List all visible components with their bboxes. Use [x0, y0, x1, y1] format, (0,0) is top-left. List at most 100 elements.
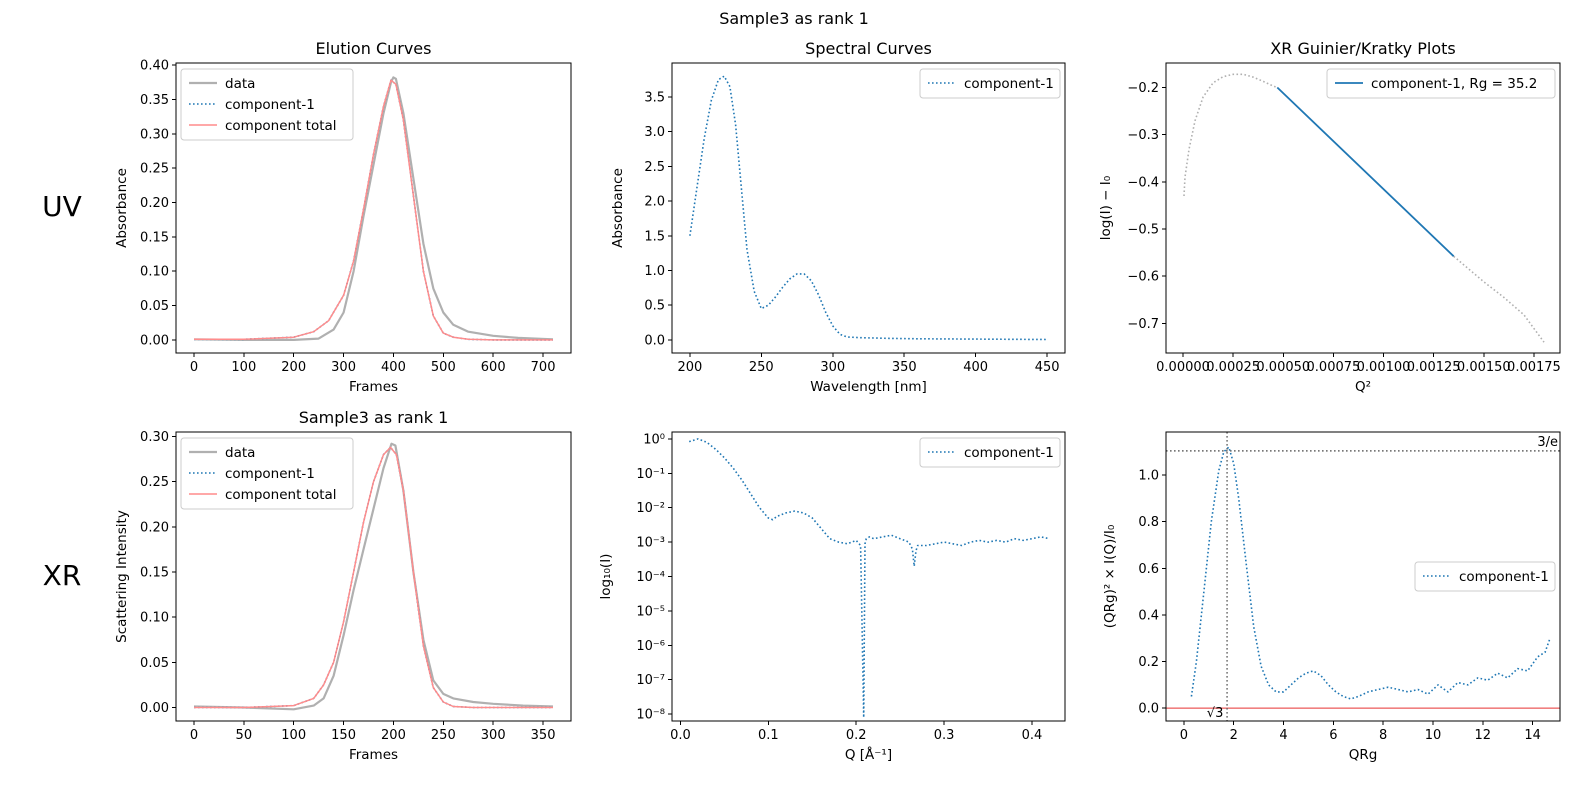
series-data [193, 442, 554, 711]
legend-box [180, 68, 354, 141]
y-axis-label: Absorbance [610, 168, 626, 248]
sqrt3-label: √3 [1207, 706, 1224, 721]
series-component-1 [1276, 86, 1455, 257]
panel-title: Spectral Curves [805, 39, 932, 58]
panel-title: XR Guinier/Kratky Plots [1270, 39, 1455, 58]
panel-title: Sample3 as rank 1 [299, 408, 449, 427]
x-tick-label: 0.00050 [1256, 360, 1310, 375]
y-tick-label: 0.25 [140, 162, 169, 177]
legend-box [1414, 561, 1556, 592]
series-data [1183, 73, 1278, 197]
y-tick-label: 0.5 [644, 299, 665, 314]
x-tick-label: 0.0 [670, 728, 691, 743]
x-tick-label: 100 [231, 360, 256, 375]
plot-area [193, 442, 554, 711]
y-tick-label: 2.5 [644, 160, 665, 175]
row-label-xr: XR [43, 559, 82, 592]
x-tick-label: 0 [190, 360, 198, 375]
y-tick-label: −0.5 [1127, 222, 1159, 237]
x-tick-label: 500 [431, 360, 456, 375]
series-component-total [194, 446, 553, 709]
x-axis-label: Wavelength [nm] [810, 379, 927, 395]
y-axis-label: Scattering Intensity [114, 510, 130, 643]
x-tick-label: 6 [1329, 728, 1337, 743]
panel-xr-kratky: 3/e √3 0 2 4 6 8 10 12 14 0.0 0.2 0.4 0.6 0.8 1.0 QRg (QR… [1102, 431, 1561, 763]
legend-box [180, 437, 354, 510]
figure-suptitle: Sample3 as rank 1 [719, 9, 869, 28]
y-tick-label: −0.7 [1127, 317, 1159, 332]
panel-uv-spectral: Spectral Curves 200 250 300 350 400 450 0.0 0.5 1… [610, 39, 1066, 395]
legend-box [1326, 68, 1556, 99]
x-tick-label: 400 [963, 360, 988, 375]
x-axis-label: Frames [349, 747, 398, 763]
x-tick-label: 0.1 [758, 728, 779, 743]
axes-frame [671, 62, 1066, 354]
x-tick-label: 8 [1379, 728, 1387, 743]
y-tick-label: 10⁻⁶ [636, 639, 665, 654]
axes-frame [175, 62, 572, 354]
y-tick-label: −0.2 [1127, 81, 1159, 96]
legend-label: component-1 [964, 445, 1054, 461]
legend: component-1 [1414, 561, 1556, 592]
y-tick-label: 0.20 [140, 196, 169, 211]
plot-area [193, 76, 554, 341]
x-tick-label: 0.2 [846, 728, 867, 743]
y-tick-label: 0.20 [140, 520, 169, 535]
y-tick-label: 0.00 [140, 333, 169, 348]
series-component-1 [689, 75, 1048, 341]
x-tick-label: 50 [236, 728, 253, 743]
legend: data component-1 component total [180, 68, 354, 141]
legend-label: component total [225, 487, 337, 503]
x-tick-label: 200 [677, 360, 702, 375]
y-tick-label: 0.35 [140, 93, 169, 108]
plot-area [1183, 73, 1545, 343]
y-tick-label: 0.25 [140, 475, 169, 490]
y-axis-label: Absorbance [114, 168, 130, 248]
y-tick-label: 1.0 [1138, 469, 1159, 484]
x-tick-label: 600 [481, 360, 506, 375]
y-tick-label: 0.0 [1138, 702, 1159, 717]
y-axis-label: (QRg)² × I(Q)/I₀ [1102, 525, 1118, 629]
legend: component-1 [919, 437, 1061, 468]
x-tick-label: 200 [381, 728, 406, 743]
x-tick-label: 0.00000 [1156, 360, 1210, 375]
y-tick-label: 10⁻⁴ [636, 570, 665, 585]
x-tick-label: 200 [281, 360, 306, 375]
legend-label: component-1 [964, 76, 1054, 92]
legend-label: component-1, Rg = 35.2 [1371, 76, 1537, 92]
y-tick-label: 10⁻¹ [636, 467, 665, 482]
x-tick-label: 0.00075 [1307, 360, 1361, 375]
y-tick-label: 0.4 [1138, 608, 1159, 623]
y-tick-label: 10⁻⁷ [636, 673, 665, 688]
legend-label: data [225, 76, 255, 92]
y-tick-label: 0.05 [140, 299, 169, 314]
plot-area [1166, 432, 1560, 721]
y-tick-label: 10⁻⁵ [636, 604, 665, 619]
x-axis-label: Q² [1355, 379, 1371, 395]
panel-uv-elution: Elution Curves 0 100 200 300 400 500 600 700 0.00… [114, 39, 572, 395]
legend: data component-1 component total [180, 437, 354, 510]
x-tick-label: 0.3 [934, 728, 955, 743]
legend: component-1, Rg = 35.2 [1326, 68, 1556, 99]
x-tick-label: 0.00150 [1457, 360, 1511, 375]
y-tick-label: 0.30 [140, 430, 169, 445]
legend-box [919, 68, 1061, 99]
row-label-uv: UV [42, 190, 82, 223]
x-tick-label: 0.00100 [1357, 360, 1411, 375]
axes-frame [1165, 62, 1561, 354]
series-component-1 [688, 438, 1050, 719]
plot-area [688, 438, 1050, 719]
y-tick-label: 10⁻⁸ [636, 708, 665, 723]
y-tick-label: 0.30 [140, 127, 169, 142]
legend: component-1 [919, 68, 1061, 99]
axes-frame [1165, 431, 1561, 722]
x-tick-label: 0.00175 [1507, 360, 1561, 375]
y-tick-label: 10⁻² [636, 501, 665, 516]
legend-box [919, 437, 1061, 468]
y-tick-label: 10⁻³ [636, 536, 665, 551]
y-tick-label: −0.6 [1127, 270, 1159, 285]
x-axis-label: Q [Å⁻¹] [845, 746, 892, 763]
x-tick-label: 0 [190, 728, 198, 743]
y-tick-label: 0.0 [644, 333, 665, 348]
